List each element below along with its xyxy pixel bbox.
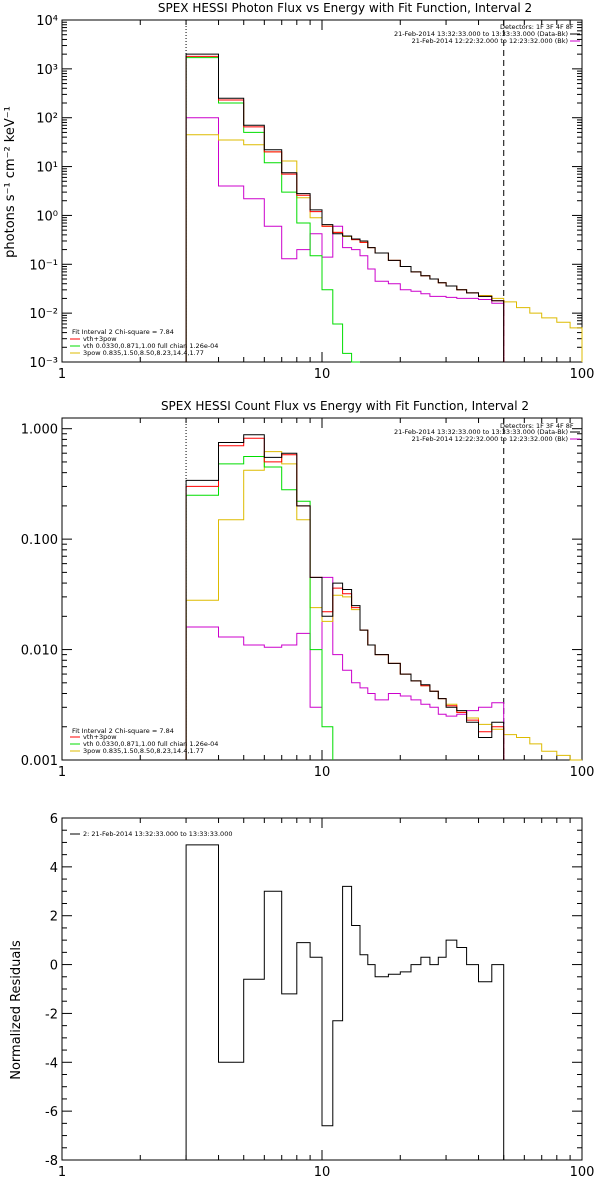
- residuals-x-tick-label: 10: [314, 1165, 331, 1180]
- count-flux-series: [185, 418, 582, 761]
- photon-flux-series-1-line: [185, 55, 505, 362]
- residuals-y-tick-label: -6: [45, 1105, 58, 1120]
- photon-flux-legend-left-label: vth 0.0330,0.871,1.00 full chian 1.26e-0…: [83, 342, 218, 350]
- photon-flux-y-tick-label: 10³: [36, 63, 58, 78]
- photon-flux-axes: 1 10 100 10⁻³ 10⁻² 10⁻¹ 10⁰ 10¹ 10² 10³ 10⁴: [29, 14, 594, 382]
- count-flux-legend-right-label: 21-Feb-2014 12:22:32.000 to 12:23:32.000…: [412, 435, 568, 443]
- photon-flux-y-tick-label: 10⁴: [36, 14, 58, 29]
- photon-flux-y-tick-label: 10²: [36, 112, 58, 127]
- residuals-series: [185, 844, 505, 1160]
- count-flux-legend-left-label: 3pow 0.835,1.50,8.50,8.23,14.4,1.77: [83, 747, 204, 755]
- residuals-y-tick-label: -4: [45, 1056, 58, 1071]
- photon-flux-legend-right-label: 21-Feb-2014 12:22:32.000 to 12:23:32.000…: [412, 37, 568, 45]
- residuals-series-0-line: [185, 844, 505, 1160]
- photon-flux-detectors-label: Detectors: 1F 3F 4F 8F: [500, 23, 574, 31]
- count-flux-series-1-line: [185, 437, 505, 760]
- count-flux-title: SPEX HESSI Count Flux vs Energy with Fit…: [161, 399, 529, 413]
- residuals-y-tick-label: 4: [50, 861, 58, 876]
- residuals-x-tick-label: 100: [570, 1165, 595, 1180]
- photon-flux-panel: SPEX HESSI Photon Flux vs Energy with Fi…: [3, 1, 594, 382]
- photon-flux-legend-left-label: vth+3pow: [83, 335, 117, 343]
- count-flux-legend-left-label: vth+3pow: [83, 733, 117, 741]
- residuals-y-tick-label: -8: [45, 1154, 58, 1169]
- photon-flux-legend-left-label: 3pow 0.835,1.50,8.50,8.23,14.4,1.77: [83, 349, 204, 357]
- residuals-y-tick-label: 6: [50, 812, 58, 827]
- photon-flux-legend-right-label: 21-Feb-2014 13:32:33.000 to 13:33:33.000…: [394, 30, 568, 38]
- photon-flux-x-tick-label: 1: [58, 367, 66, 382]
- count-flux-series-0-line: [185, 434, 505, 760]
- count-flux-y-tick-label: 0.100: [21, 533, 58, 548]
- residuals-y-tick-label: 2: [50, 910, 58, 925]
- photon-flux-x-tick-label: 10: [314, 367, 331, 382]
- count-flux-detectors-label: Detectors: 1F 3F 4F 8F: [500, 422, 574, 430]
- photon-flux-fit-label: Fit Interval 2 Chi-square = 7.84: [72, 328, 174, 336]
- photon-flux-y-tick-label: 10⁻¹: [29, 258, 58, 273]
- count-flux-series-2-line: [185, 456, 334, 760]
- count-flux-series-4-line: [185, 576, 505, 760]
- residuals-y-tick-label: -2: [45, 1007, 58, 1022]
- count-flux-legend: Detectors: 1F 3F 4F 8F Fit Interval 2 Ch…: [70, 422, 580, 755]
- residuals-axes: 1 10 100 -8 -6 -4 -2 0 2 4 6: [45, 812, 594, 1180]
- count-flux-y-tick-label: 1.000: [21, 423, 58, 438]
- photon-flux-y-axis-label: photons s⁻¹ cm⁻² keV⁻¹: [3, 106, 18, 258]
- count-flux-series-3-line: [185, 451, 582, 761]
- residuals-legend-left-label: 2: 21-Feb-2014 13:32:33.000 to 13:33:33.…: [83, 830, 232, 838]
- photon-flux-legend: Detectors: 1F 3F 4F 8F Fit Interval 2 Ch…: [70, 23, 580, 357]
- photon-flux-y-tick-label: 10⁻²: [29, 307, 58, 322]
- photon-flux-series-2-line: [185, 57, 360, 363]
- residuals-x-tick-label: 1: [58, 1165, 66, 1180]
- photon-flux-y-tick-label: 10⁻³: [29, 356, 58, 371]
- photon-flux-y-tick-label: 10¹: [36, 161, 58, 176]
- photon-flux-title: SPEX HESSI Photon Flux vs Energy with Fi…: [158, 1, 532, 15]
- count-flux-legend-right-label: 21-Feb-2014 13:32:33.000 to 13:33:33.000…: [394, 428, 568, 436]
- count-flux-x-tick-label: 10: [314, 765, 331, 780]
- photon-flux-series-3-line: [185, 134, 583, 362]
- residuals-y-axis-label: Normalized Residuals: [9, 940, 24, 1080]
- count-flux-y-tick-label: 0.001: [21, 754, 58, 769]
- count-flux-panel: SPEX HESSI Count Flux vs Energy with Fit…: [21, 399, 595, 780]
- photon-flux-series: [185, 20, 583, 363]
- count-flux-y-tick-label: 0.010: [21, 644, 58, 659]
- photon-flux-series-4-line: [185, 117, 505, 362]
- count-flux-x-tick-label: 1: [58, 765, 66, 780]
- count-flux-fit-label: Fit Interval 2 Chi-square = 7.84: [72, 727, 174, 735]
- count-flux-axes: 1 10 100 0.001 0.010 0.100 1.000: [21, 417, 595, 780]
- residuals-y-tick-label: 0: [50, 959, 58, 974]
- residuals-panel: Normalized Residuals 1 10 100-8-6-4-20246 …: [9, 812, 594, 1180]
- photon-flux-x-tick-label: 100: [570, 367, 595, 382]
- photon-flux-series-0-line: [185, 53, 505, 362]
- residuals-legend: 2: 21-Feb-2014 13:32:33.000 to 13:33:33.…: [70, 830, 232, 838]
- photon-flux-y-tick-label: 10⁰: [36, 209, 58, 224]
- count-flux-x-tick-label: 100: [570, 765, 595, 780]
- count-flux-legend-left-label: vth 0.0330,0.871,1.00 full chian 1.26e-0…: [83, 740, 218, 748]
